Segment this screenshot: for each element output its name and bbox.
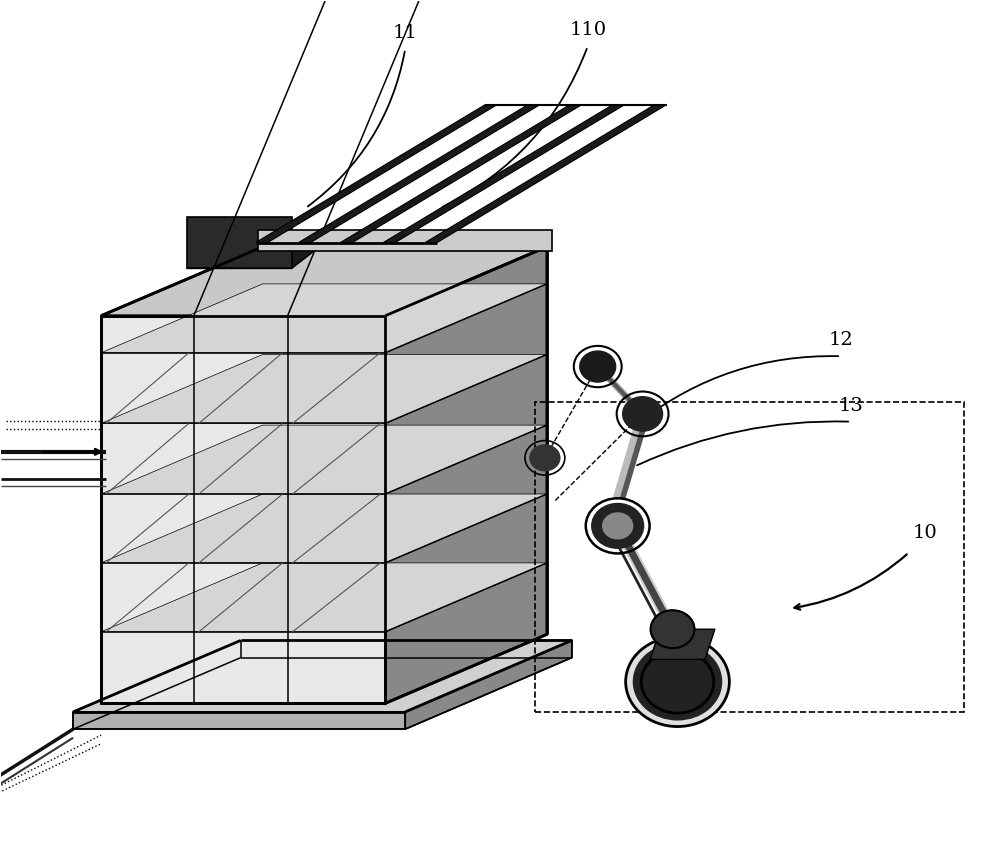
Polygon shape — [299, 105, 540, 243]
Text: 10: 10 — [912, 524, 937, 543]
Circle shape — [592, 504, 644, 549]
Polygon shape — [385, 247, 547, 703]
Polygon shape — [101, 315, 385, 703]
Circle shape — [580, 351, 616, 382]
Polygon shape — [650, 629, 715, 659]
Polygon shape — [383, 105, 625, 243]
Circle shape — [603, 513, 633, 539]
Circle shape — [626, 637, 729, 727]
Circle shape — [623, 397, 663, 431]
Polygon shape — [73, 712, 405, 729]
Circle shape — [530, 445, 560, 471]
Polygon shape — [101, 494, 547, 563]
Polygon shape — [73, 640, 572, 712]
Text: 11: 11 — [393, 24, 418, 41]
Polygon shape — [405, 640, 572, 729]
Text: 13: 13 — [839, 397, 863, 415]
Polygon shape — [187, 238, 331, 269]
Polygon shape — [187, 217, 292, 269]
Bar — [258, 230, 552, 251]
Text: 12: 12 — [829, 331, 853, 349]
Polygon shape — [256, 105, 497, 243]
Bar — [535, 402, 964, 712]
Circle shape — [651, 610, 694, 648]
Polygon shape — [101, 247, 547, 315]
Polygon shape — [340, 105, 582, 243]
Text: 110: 110 — [569, 22, 606, 39]
Polygon shape — [425, 105, 667, 243]
Polygon shape — [101, 354, 547, 423]
Circle shape — [633, 644, 722, 720]
Polygon shape — [101, 425, 547, 494]
Polygon shape — [101, 284, 547, 353]
Polygon shape — [101, 563, 547, 632]
